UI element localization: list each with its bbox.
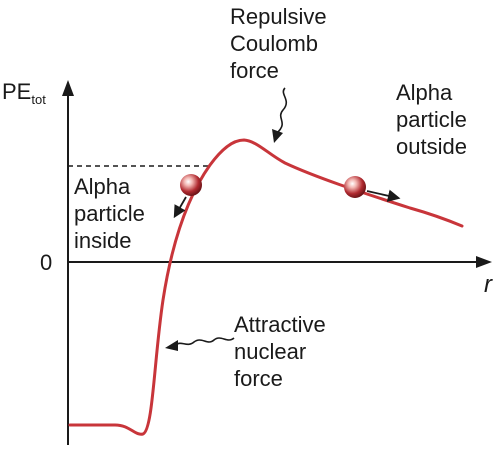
outside-motion-arrow <box>366 189 401 202</box>
inside-motion-arrow <box>173 196 187 219</box>
attractive-leader-line <box>175 337 235 346</box>
alpha-particle-inside <box>180 174 202 196</box>
x-axis-arrowhead <box>476 256 492 268</box>
y-axis-label: PEtot <box>2 79 46 107</box>
alpha-particle-outside-label: Alpha particle outside <box>396 80 473 159</box>
potential-energy-curve <box>68 138 464 436</box>
alpha-particle-inside-label: Alpha particle inside <box>74 174 151 253</box>
x-axis-label: r <box>484 271 493 298</box>
repulsive-leader-line <box>277 87 288 133</box>
repulsive-leader-arrowhead <box>272 129 283 143</box>
y-axis-arrowhead <box>62 80 74 96</box>
attractive-nuclear-label: Attractive nuclear force <box>234 312 332 391</box>
alpha-particle-outside <box>344 176 366 198</box>
zero-label: 0 <box>40 250 52 275</box>
repulsive-coulomb-label: Repulsive Coulomb force <box>230 4 333 83</box>
attractive-leader-arrowhead <box>165 340 178 351</box>
